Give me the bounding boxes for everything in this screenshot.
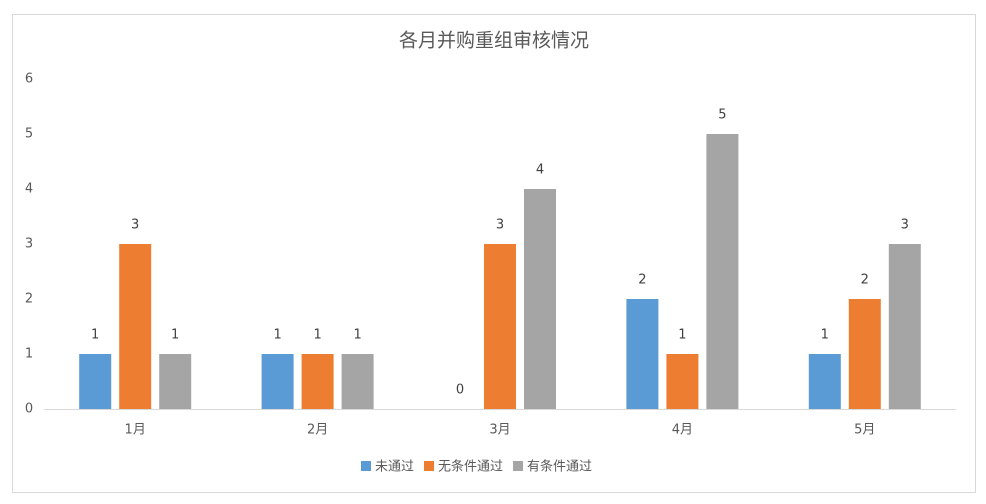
value-label: 1 [353,328,361,343]
value-label: 3 [901,218,909,233]
y-tick-label: 4 [25,182,33,197]
chart-title: 各月并购重组审核情况 [399,30,589,52]
value-label: 1 [313,328,321,343]
bar [484,244,516,409]
y-tick-label: 3 [25,237,33,252]
value-label: 0 [456,383,464,398]
bar [888,244,921,409]
x-tick-label: 1月 [125,423,146,438]
value-label: 1 [91,328,99,343]
legend-swatch [361,461,371,471]
value-label: 3 [496,218,504,233]
bar [261,354,294,409]
y-tick-label: 1 [25,347,33,362]
bar [626,299,659,409]
legend-label: 未通过 [375,460,414,475]
value-label: 1 [171,328,179,343]
bar [808,354,841,409]
bar [524,189,556,409]
y-tick-label: 0 [25,402,33,417]
x-tick-label: 5月 [854,423,875,438]
value-label: 2 [638,273,646,288]
bar [301,354,334,409]
value-label: 3 [131,218,139,233]
y-tick-label: 5 [25,127,33,142]
bar [341,354,374,409]
value-label: 5 [718,108,726,123]
legend-swatch [424,461,435,471]
bar [666,354,699,409]
bar [848,299,881,409]
value-label: 2 [861,273,869,288]
bar [159,354,192,409]
value-label: 4 [536,163,544,178]
bar [119,244,152,409]
legend-label: 无条件通过 [438,459,503,475]
legend-swatch [513,461,524,471]
value-label: 1 [273,328,281,343]
y-tick-label: 2 [25,292,33,307]
x-tick-label: 2月 [307,423,328,438]
value-label: 1 [821,328,829,343]
value-label: 1 [678,328,686,343]
x-tick-label: 3月 [489,423,510,438]
bar [79,354,112,409]
y-tick-label: 6 [25,72,33,87]
bar [706,134,739,409]
x-tick-label: 4月 [672,423,693,438]
legend-label: 有条件通过 [527,459,592,475]
